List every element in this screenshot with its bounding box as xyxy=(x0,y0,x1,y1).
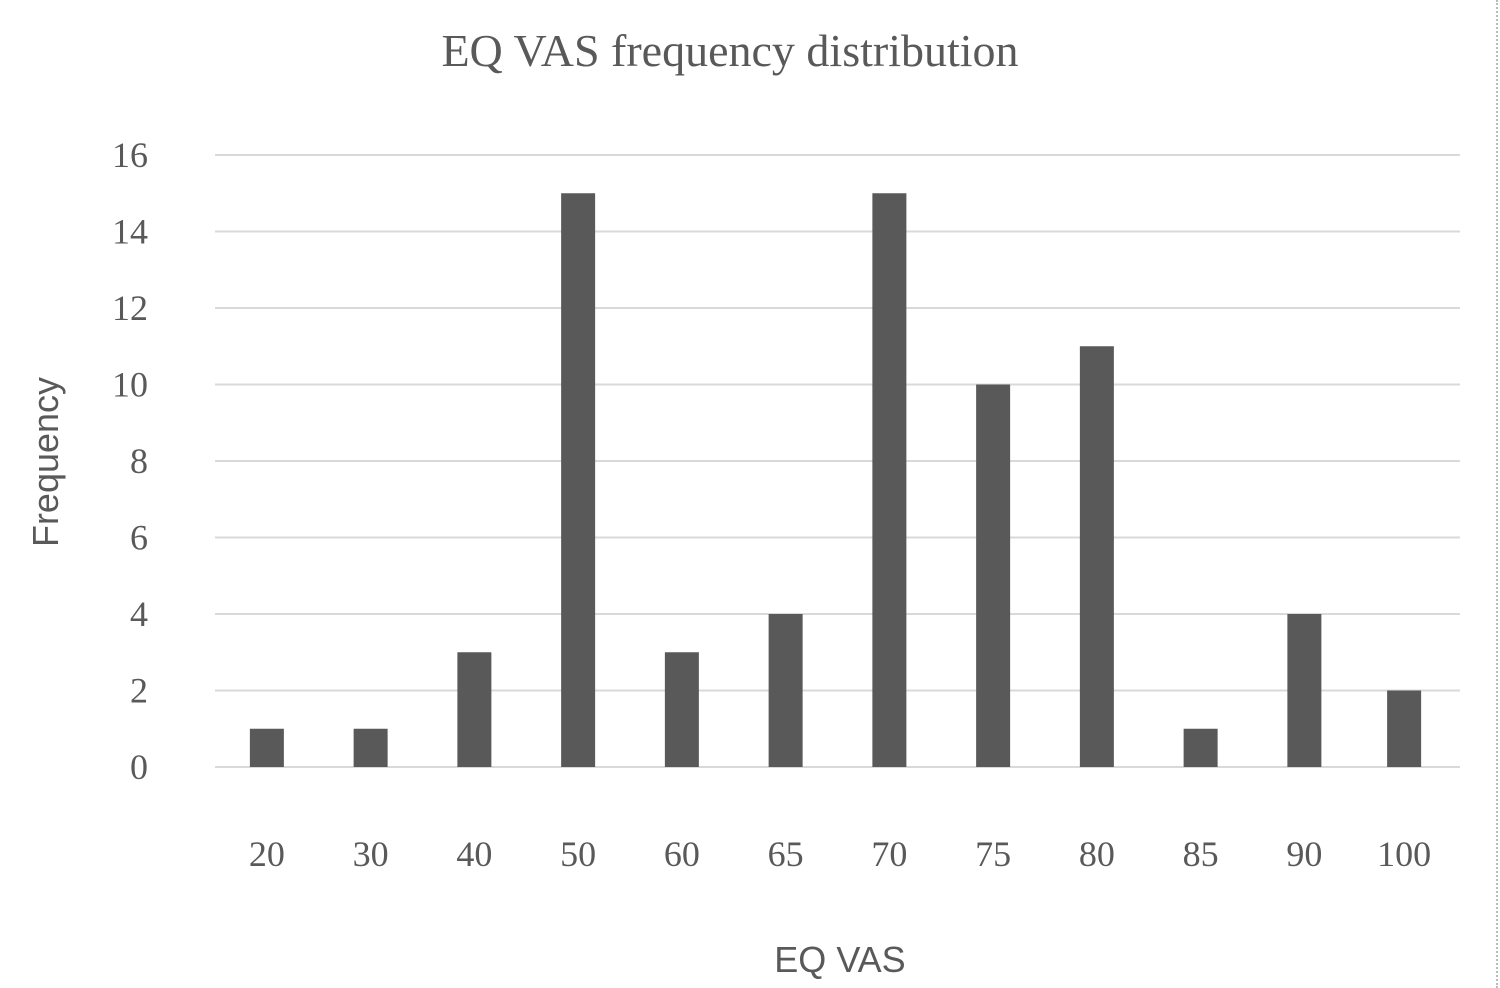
x-tick-label: 40 xyxy=(456,834,492,874)
x-tick-label: 90 xyxy=(1286,834,1322,874)
bar-40 xyxy=(457,652,492,767)
y-tick-label: 4 xyxy=(130,594,148,634)
bar-80 xyxy=(1079,346,1114,767)
x-tick-label: 30 xyxy=(353,834,389,874)
x-tick-label: 20 xyxy=(249,834,285,874)
y-tick-label: 0 xyxy=(130,747,148,787)
bar-75 xyxy=(976,384,1011,767)
y-tick-label: 10 xyxy=(112,365,148,405)
x-tick-label: 85 xyxy=(1183,834,1219,874)
x-tick-label: 70 xyxy=(871,834,907,874)
y-tick-label: 8 xyxy=(130,441,148,481)
bar-60 xyxy=(664,652,699,767)
y-tick-label: 16 xyxy=(112,135,148,175)
bar-100 xyxy=(1387,690,1422,767)
bar-65 xyxy=(768,614,803,767)
x-tick-label: 80 xyxy=(1079,834,1115,874)
y-tick-label: 2 xyxy=(130,671,148,711)
bar-30 xyxy=(353,728,388,767)
y-tick-label: 14 xyxy=(112,212,148,252)
image-border xyxy=(1496,0,1498,988)
x-axis-title: EQ VAS xyxy=(774,939,905,980)
bar-90 xyxy=(1287,614,1322,767)
y-tick-label: 12 xyxy=(112,288,148,328)
bar-50 xyxy=(561,193,596,767)
x-tick-label: 60 xyxy=(664,834,700,874)
chart-title: EQ VAS frequency distribution xyxy=(441,25,1018,76)
x-tick-label: 50 xyxy=(560,834,596,874)
y-tick-label: 6 xyxy=(130,518,148,558)
bar-85 xyxy=(1183,728,1218,767)
bar-20 xyxy=(249,728,284,767)
x-tick-label: 65 xyxy=(768,834,804,874)
x-tick-label: 100 xyxy=(1377,834,1431,874)
x-tick-label: 75 xyxy=(975,834,1011,874)
y-axis-title: Frequency xyxy=(25,377,66,547)
bar-70 xyxy=(872,193,907,767)
